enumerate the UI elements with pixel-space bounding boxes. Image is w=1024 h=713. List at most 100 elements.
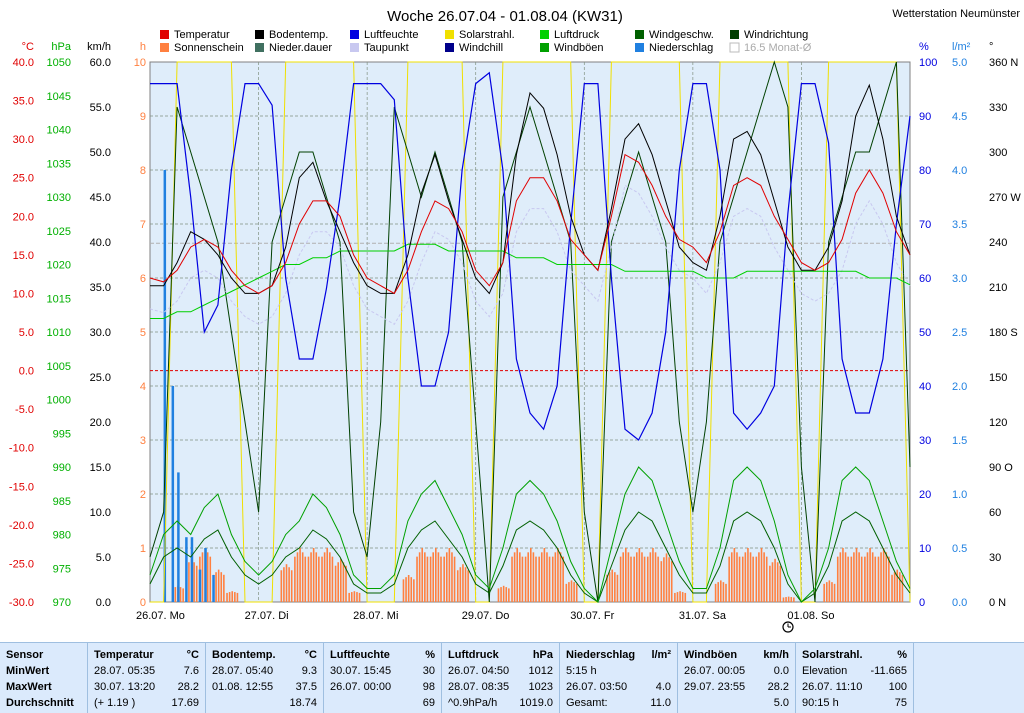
legend-label: 16.5 Monat-Ø xyxy=(744,42,812,54)
stats-row: 26.07. 03:50 4.0 xyxy=(566,681,671,695)
stats-row: 28.07. 05:40 9.3 xyxy=(212,665,317,679)
stats-cell-value: 75 xyxy=(894,697,907,709)
sunshine-bar xyxy=(296,552,299,602)
humidity-tick: 10 xyxy=(919,543,931,555)
sunshine-bar xyxy=(882,548,885,602)
stats-cell-label: 26.07. 03:50 xyxy=(566,681,628,693)
legend-label: Windrichtung xyxy=(744,29,808,41)
hours-tick: 7 xyxy=(140,219,146,231)
stats-cell-value: 11.0 xyxy=(650,697,671,709)
legend-swatch xyxy=(635,43,644,52)
humidity-tick: 0 xyxy=(919,597,925,609)
weather-chart: Woche 26.07.04 - 01.08.04 (KW31) Wetters… xyxy=(8,8,1022,633)
sunshine-bar xyxy=(285,564,288,602)
sunshine-bar xyxy=(562,556,564,602)
hours-tick: 2 xyxy=(140,489,146,501)
temp-tick: 20.0 xyxy=(13,211,34,223)
pressure-tick: 995 xyxy=(53,428,71,440)
stats-cell-value: 28.2 xyxy=(177,681,199,693)
sunshine-bar xyxy=(633,556,635,602)
sunshine-bar xyxy=(622,552,624,602)
sunshine-bar xyxy=(323,552,326,602)
sunshine-bar xyxy=(551,556,554,602)
humidity-tick: 50 xyxy=(919,327,931,339)
stats-column-unit: °C xyxy=(186,649,199,661)
sunshine-bar xyxy=(833,583,836,602)
temp-tick: 5.0 xyxy=(19,327,34,339)
sunshine-bar xyxy=(855,548,858,602)
day-label: 26.07. Mo xyxy=(136,610,185,622)
sunshine-bar xyxy=(769,565,771,602)
sunshine-bar xyxy=(847,556,849,602)
rain-bar xyxy=(163,170,167,602)
legend-swatch xyxy=(445,30,454,39)
legend: Temperatur Bodentemp. Luftfeuchte Solarstra… xyxy=(160,29,812,54)
sunshine-bar xyxy=(619,556,622,602)
sunshine-bar xyxy=(717,582,719,602)
sunshine-bar xyxy=(896,569,899,602)
sunshine-bar xyxy=(223,574,225,602)
stats-cell-label: Gesamt: xyxy=(566,697,608,709)
sunshine-bar xyxy=(858,552,860,602)
sunshine-bar xyxy=(616,574,619,602)
sunshine-bar xyxy=(880,552,882,602)
stats-cell-value: 69 xyxy=(422,697,435,709)
grid xyxy=(150,62,910,602)
sunshine-bar xyxy=(456,570,459,602)
stats-row: 28.07. 08:35 1023 xyxy=(448,681,553,695)
stats-cell-label: Elevation xyxy=(802,665,848,677)
sunshine-bar xyxy=(502,585,505,602)
sunshine-bar xyxy=(874,556,877,602)
hours-tick: 4 xyxy=(140,381,146,393)
stats-durchschnitt-label: Durchschnitt xyxy=(6,697,74,709)
stats-cell-value: 18.74 xyxy=(289,697,317,709)
sunshine-bar xyxy=(823,583,825,602)
sunshine-bar xyxy=(179,587,182,602)
stats-column-unit: % xyxy=(897,649,907,661)
legend-label: Windböen xyxy=(554,42,604,54)
sunshine-bar xyxy=(345,565,347,602)
pressure-tick: 970 xyxy=(53,597,71,609)
sunshine-bar xyxy=(763,552,765,602)
legend-swatch xyxy=(255,30,264,39)
sunshine-bar xyxy=(649,552,652,602)
sunshine-bar xyxy=(304,556,307,602)
sunshine-bar xyxy=(836,556,839,602)
direction-tick: 30 xyxy=(989,552,1001,564)
sunshine-bar xyxy=(356,592,358,602)
pressure-tick: 990 xyxy=(53,462,71,474)
sunshine-bar xyxy=(779,565,782,602)
sunshine-bar xyxy=(546,552,548,602)
sunshine-bar xyxy=(508,588,510,602)
sunshine-bar xyxy=(730,552,733,602)
stats-row: 18.74 xyxy=(212,697,317,711)
hours-tick: 6 xyxy=(140,273,146,285)
sunshine-bar xyxy=(535,556,537,602)
stats-cell-value: 1019.0 xyxy=(519,697,553,709)
stats-cell-value: 7.6 xyxy=(183,665,199,677)
sunshine-bar xyxy=(429,556,432,602)
stats-minwert-label: MinWert xyxy=(6,665,50,677)
sunshine-bar xyxy=(901,574,904,602)
temp-tick: -25.0 xyxy=(9,558,34,570)
axes: 40.035.030.025.020.015.010.05.00.0-5.0-1… xyxy=(9,41,1021,622)
wind-tick: 30.0 xyxy=(90,327,111,339)
hours-tick: 0 xyxy=(140,597,146,609)
sunshine-bar xyxy=(611,569,614,602)
stats-row: 01.08. 12:55 37.5 xyxy=(212,681,317,695)
stats-cell-value: 30 xyxy=(422,665,435,677)
sunshine-bar xyxy=(521,556,524,602)
sunshine-bar xyxy=(329,552,331,602)
stats-column-header: Temperatur °C xyxy=(94,649,199,661)
sunshine-bar xyxy=(860,556,863,602)
sunshine-bar xyxy=(331,556,334,602)
hours-tick: 5 xyxy=(140,327,146,339)
rain-tick-unit: l/m² xyxy=(952,41,971,53)
stats-cell-label: 26.07. 00:05 xyxy=(684,665,746,677)
day-label: 27.07. Di xyxy=(245,610,289,622)
stats-column: Luftfeuchte% 30.07. 15:45 30 26.07. 00:00 98… xyxy=(324,643,442,713)
rain-bar xyxy=(185,537,188,602)
sunshine-bar xyxy=(554,552,557,602)
sunshine-bar xyxy=(787,596,790,602)
humidity-tick: 40 xyxy=(919,381,931,393)
